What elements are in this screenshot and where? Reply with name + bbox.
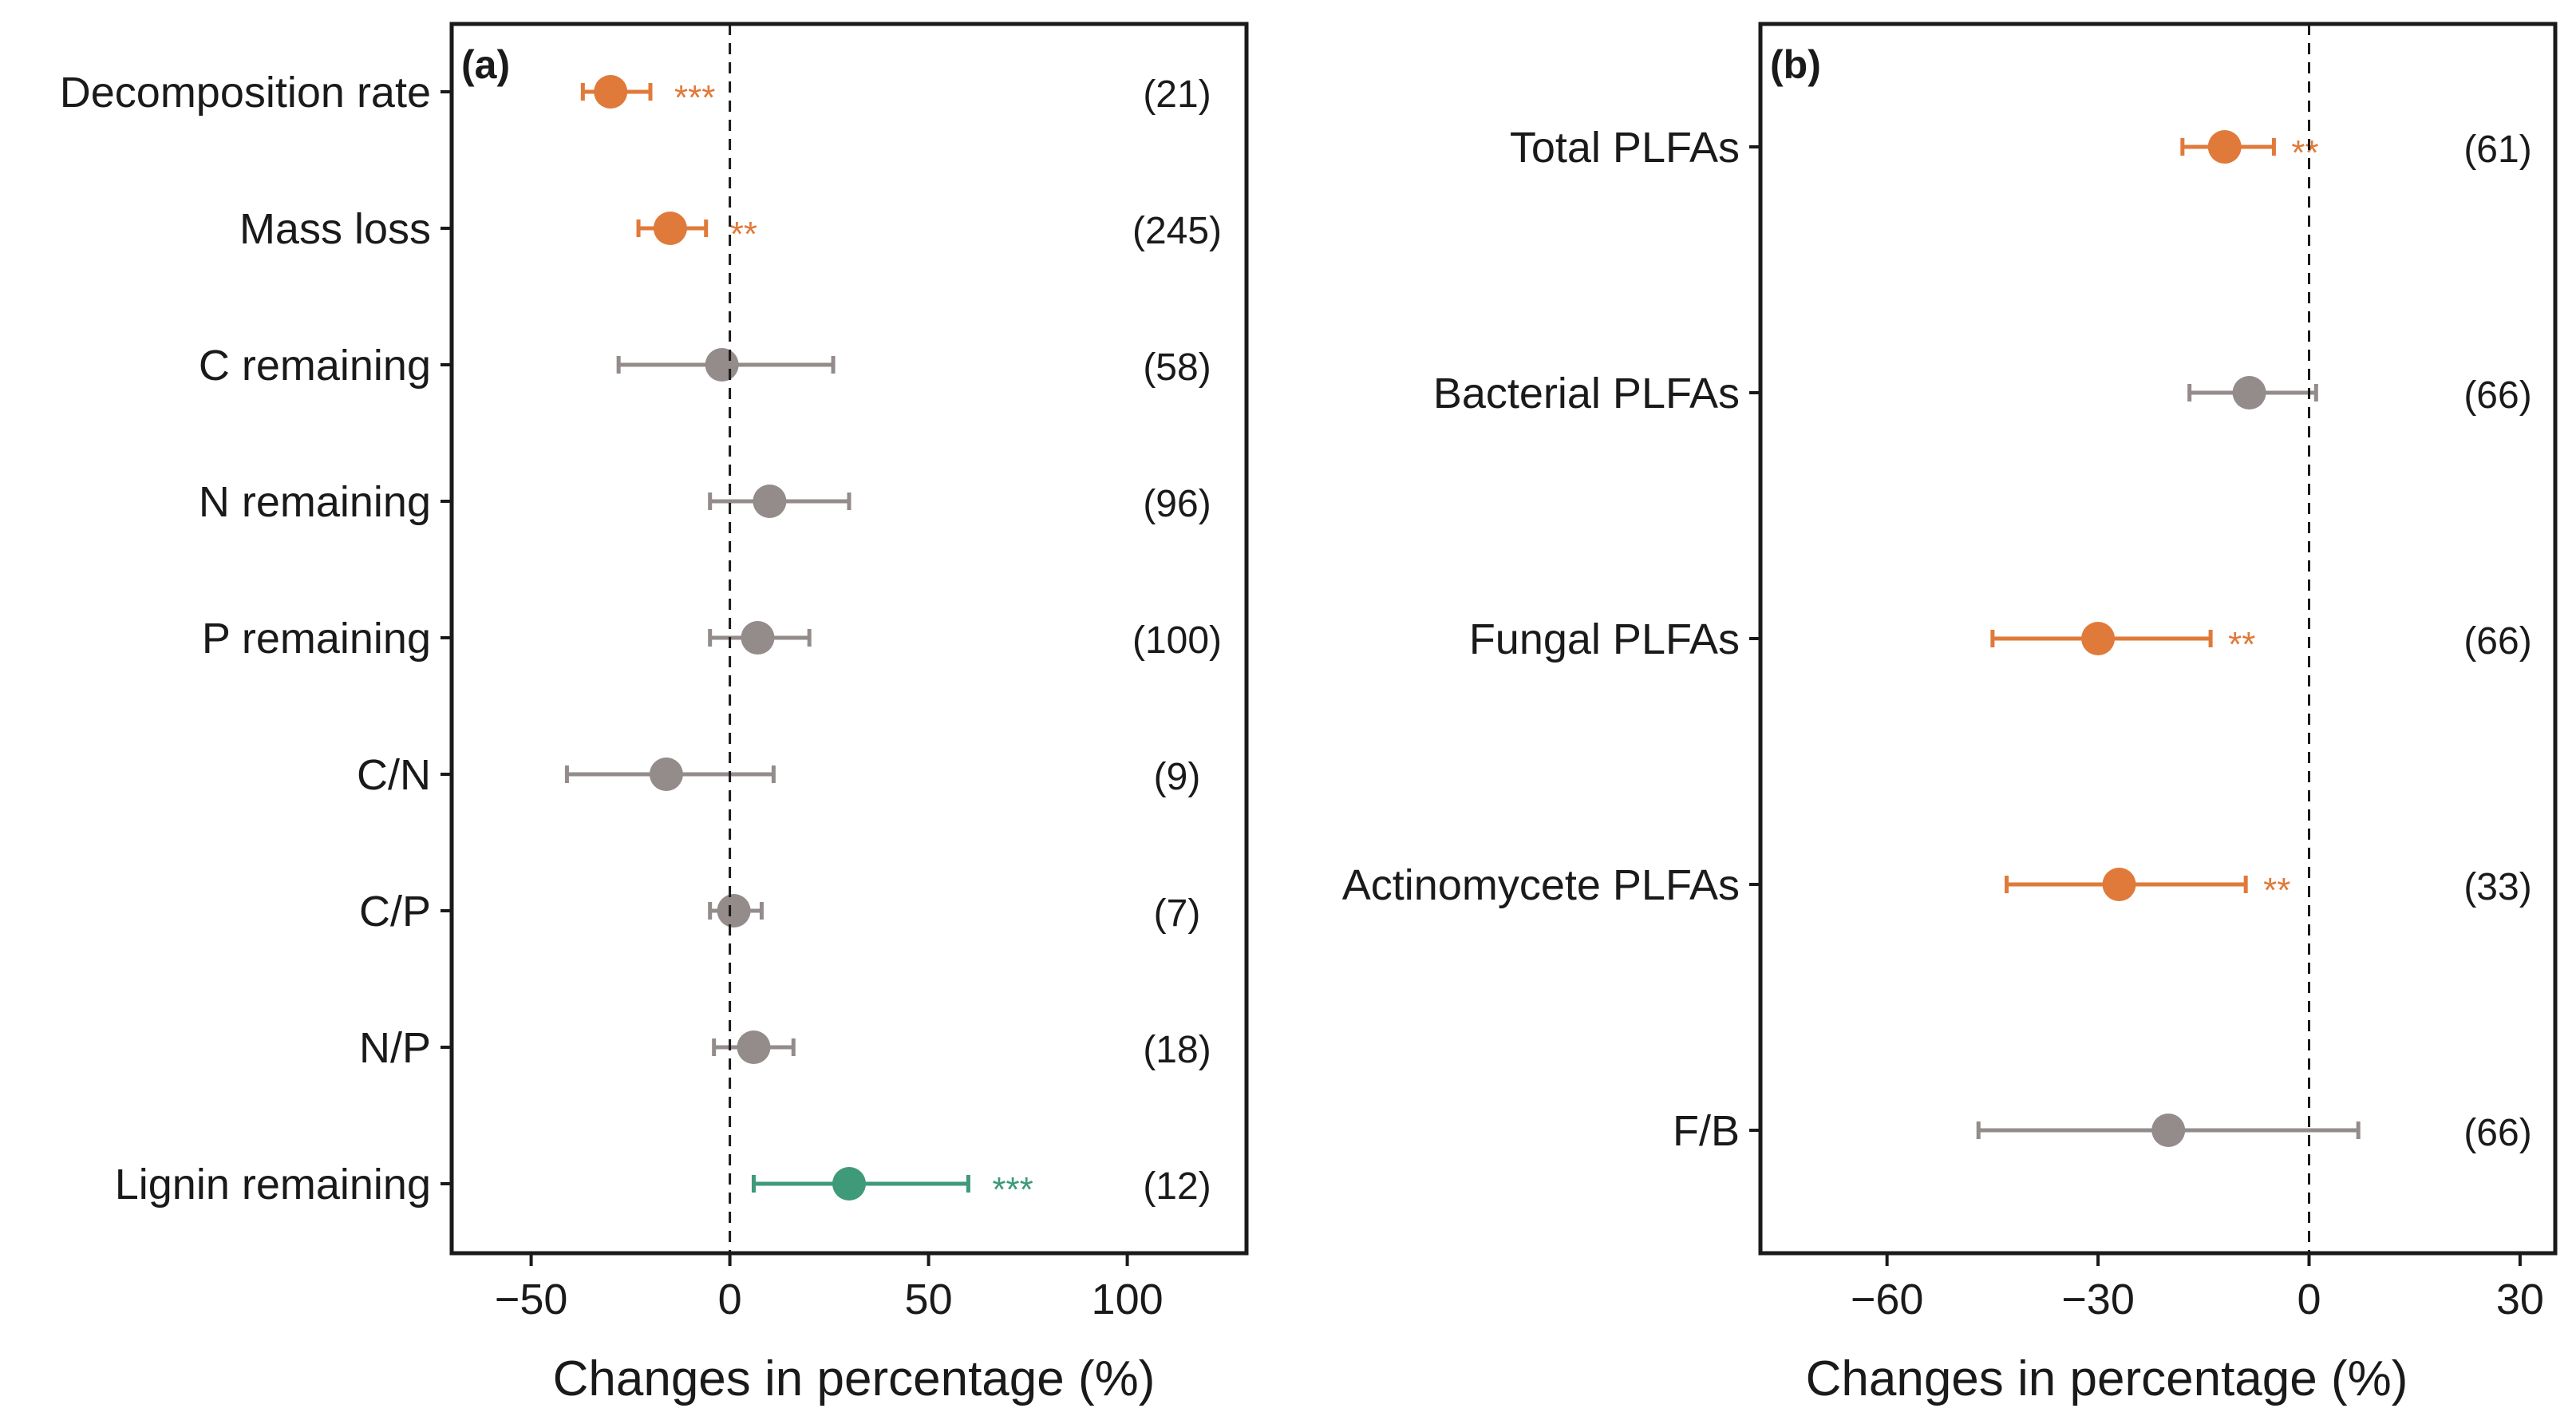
sample-size: (33) [2463, 866, 2531, 908]
mean-point [705, 348, 739, 382]
row-label: Mass loss [239, 205, 431, 253]
row-label: N remaining [199, 478, 431, 526]
row-label: C remaining [199, 342, 431, 390]
mean-point [649, 758, 683, 791]
mean-point [832, 1167, 866, 1201]
x-tick-label: 50 [905, 1276, 953, 1323]
row-label: N/P [359, 1024, 431, 1072]
row-label: Actinomycete PLFAs [1342, 861, 1740, 909]
sample-size: (9) [1154, 756, 1201, 798]
sample-size: (61) [2463, 129, 2531, 171]
x-tick-label: 0 [2297, 1276, 2321, 1323]
sample-size: (7) [1154, 892, 1201, 935]
mean-point [2151, 1114, 2186, 1147]
sample-size: (66) [2463, 620, 2531, 663]
sample-size: (245) [1132, 210, 1222, 252]
x-tick-label: 30 [2496, 1276, 2544, 1323]
x-tick-label: 100 [1092, 1276, 1164, 1323]
significance-stars: ** [730, 215, 757, 254]
panel-a-x-ticks: −50 0 50 100 [495, 1253, 1164, 1323]
panel-a-x-axis-label: Changes in percentage (%) [553, 1351, 1156, 1406]
row-label: F/B [1673, 1107, 1740, 1155]
sample-size: (96) [1143, 483, 1211, 525]
panel-b-x-axis-label: Changes in percentage (%) [1806, 1351, 2408, 1406]
mean-point [737, 1030, 771, 1064]
row-label: P remaining [202, 615, 431, 663]
mean-point [2207, 130, 2242, 164]
sample-size: (100) [1132, 619, 1222, 662]
sample-size: (58) [1143, 346, 1211, 389]
row-label: Lignin remaining [115, 1161, 431, 1208]
x-tick-label: −30 [2061, 1276, 2135, 1323]
mean-point [741, 621, 775, 655]
row-label: Total PLFAs [1510, 124, 1740, 172]
significance-stars: ** [2291, 133, 2318, 172]
significance-stars: *** [674, 78, 715, 117]
mean-point [717, 894, 751, 928]
row-label: Decomposition rate [60, 69, 431, 117]
significance-stars: ** [2263, 871, 2290, 910]
mean-point [594, 75, 628, 109]
significance-stars: *** [992, 1170, 1033, 1209]
mean-point [2102, 868, 2136, 901]
panel-b: (b) Total PLFAs ** (61) Bacterial PLFAs (66)… [1342, 22, 2558, 1406]
significance-stars: ** [2228, 625, 2255, 664]
sample-size: (21) [1143, 73, 1211, 116]
x-tick-label: 0 [718, 1276, 742, 1323]
panel-a-label: (a) [461, 42, 510, 87]
row-label: Bacterial PLFAs [1433, 370, 1740, 417]
sample-size: (18) [1143, 1029, 1211, 1071]
panel-a-rows: Decomposition rate *** (21) Mass loss ** (245… [60, 69, 1222, 1209]
row-label: Fungal PLFAs [1469, 615, 1740, 663]
row-label: C/N [357, 751, 431, 799]
sample-size: (12) [1143, 1165, 1211, 1208]
sample-size: (66) [2463, 1112, 2531, 1154]
panel-b-rows: Total PLFAs ** (61) Bacterial PLFAs (66) Fung… [1342, 124, 2532, 1155]
panel-b-label: (b) [1770, 42, 1821, 87]
panel-b-x-ticks: −60 −30 0 30 [1851, 1253, 2544, 1323]
x-tick-label: −50 [495, 1276, 568, 1323]
mean-point [2081, 622, 2116, 655]
panel-a-frame [449, 22, 1249, 1256]
mean-point [2232, 376, 2266, 409]
sample-size: (66) [2463, 374, 2531, 417]
mean-point [653, 212, 687, 245]
x-tick-label: −60 [1851, 1276, 1924, 1323]
mean-point [753, 485, 787, 518]
panel-a: (a) Decomposition rate *** (21) Mass loss **… [60, 22, 1249, 1406]
row-label: C/P [359, 888, 431, 936]
